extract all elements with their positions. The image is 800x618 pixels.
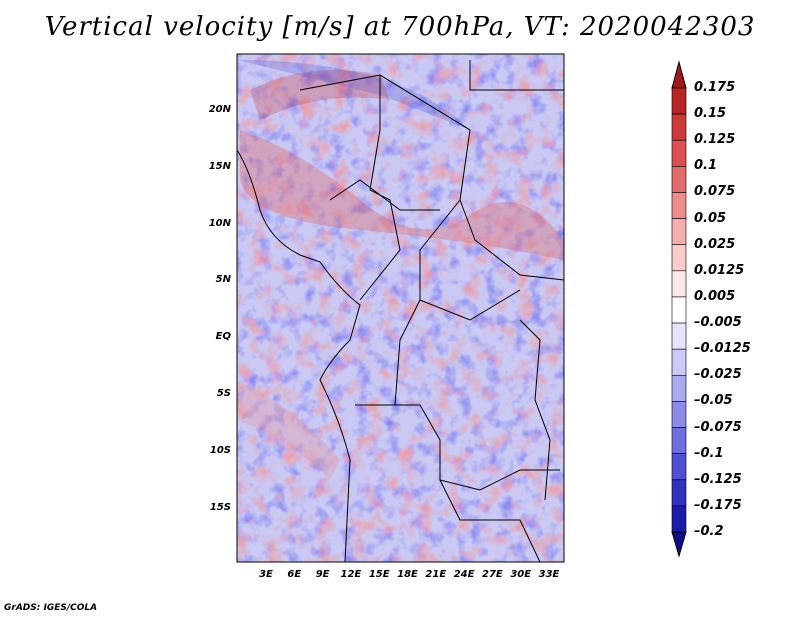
lat-label: EQ <box>215 331 231 343</box>
colorbar-label: 0.075 <box>694 184 736 200</box>
colorbar-segment <box>671 113 687 141</box>
lon-label: 33E <box>538 569 560 580</box>
lon-label: 3E <box>259 569 273 580</box>
colorbar-segment <box>671 166 687 193</box>
lat-label: 20N <box>208 104 231 115</box>
colorbar-label: –0.0125 <box>694 341 751 357</box>
lat-label: 15S <box>209 501 231 513</box>
colorbar-segment <box>671 270 687 298</box>
colorbar-segment <box>671 374 687 402</box>
lat-label: 10S <box>209 444 231 456</box>
colorbar-label: –0.2 <box>694 524 724 539</box>
colorbar-label: –0.005 <box>694 315 742 331</box>
colorbar-segment <box>671 427 687 454</box>
country-borders <box>237 60 564 562</box>
colorbar-label: –0.025 <box>694 367 742 383</box>
lat-label: 15N <box>208 160 231 172</box>
colorbar-label: 0.15 <box>694 106 727 122</box>
lon-label: 30E <box>510 569 532 580</box>
map-title: Vertical velocity [m/s] at 700hPa, VT: 2… <box>44 12 756 42</box>
colorbar-label: 0.1 <box>694 158 718 174</box>
colorbar-segment <box>671 87 687 115</box>
colorbar-segment <box>671 296 687 324</box>
colorbar-label: –0.125 <box>694 471 742 487</box>
colorbar <box>671 60 687 558</box>
colorbar-segment <box>671 479 687 507</box>
colorbar-label: –0.175 <box>694 497 742 513</box>
colorbar-label: 0.005 <box>694 288 736 304</box>
colorbar-segment <box>671 401 687 428</box>
lon-label: 24E <box>453 569 475 580</box>
lon-label: 15E <box>368 569 390 580</box>
colorbar-segment <box>671 244 687 272</box>
colorbar-label: 0.025 <box>694 236 736 252</box>
colorbar-segment <box>671 322 687 350</box>
lat-label: 5S <box>216 388 231 399</box>
lat-label: 5N <box>215 274 231 286</box>
lon-label: 18E <box>397 569 418 580</box>
colorbar-label: –0.075 <box>694 419 742 435</box>
colorbar-bottom-arrow <box>671 531 687 558</box>
colorbar-label: –0.1 <box>694 445 724 461</box>
lon-label: 27E <box>482 569 503 580</box>
colorbar-label: 0.125 <box>694 132 736 148</box>
colorbar-top-arrow <box>671 60 687 89</box>
velocity-field <box>237 54 564 562</box>
lat-label: 10N <box>208 217 231 229</box>
colorbar-segment <box>671 453 687 481</box>
colorbar-segment <box>671 139 687 167</box>
colorbar-segment <box>671 192 687 219</box>
lon-label: 12E <box>340 569 362 580</box>
colorbar-segment <box>671 505 687 533</box>
colorbar-segment <box>671 348 687 376</box>
colorbar-segment <box>671 218 687 246</box>
colorbar-label: 0.05 <box>694 210 727 226</box>
colorbar-label: 0.175 <box>694 80 736 95</box>
grads-credit: GrADS: IGES/COLA <box>4 603 98 613</box>
colorbar-label: 0.0125 <box>694 262 745 278</box>
lon-label: 6E <box>287 569 302 580</box>
map-frame <box>236 53 565 563</box>
lon-label: 9E <box>315 569 330 580</box>
lon-label: 21E <box>425 569 447 580</box>
colorbar-label: –0.05 <box>694 393 733 409</box>
